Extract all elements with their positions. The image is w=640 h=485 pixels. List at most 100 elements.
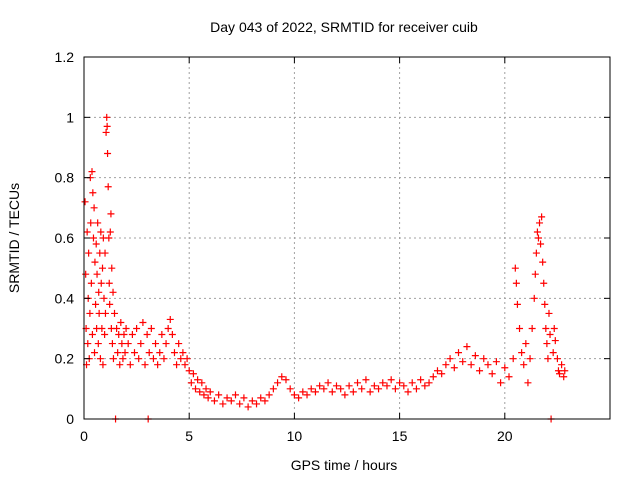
data-point	[549, 349, 557, 357]
y-tick-label: 0.8	[55, 170, 75, 186]
data-point	[192, 385, 200, 393]
data-point	[471, 352, 479, 360]
data-point	[170, 349, 178, 357]
data-point	[194, 376, 202, 384]
data-point	[518, 349, 526, 357]
data-point	[122, 325, 130, 332]
y-tick-label: 0.6	[55, 230, 75, 246]
data-point	[290, 391, 298, 399]
data-point	[87, 279, 95, 287]
x-tick-label: 10	[287, 428, 303, 444]
data-point	[541, 300, 549, 308]
data-point	[550, 325, 558, 332]
data-point	[89, 234, 97, 242]
data-point	[206, 388, 214, 396]
data-point	[421, 382, 429, 390]
data-point	[513, 300, 521, 308]
data-point	[383, 382, 391, 390]
data-point	[417, 376, 425, 384]
data-point	[88, 168, 96, 176]
data-point	[553, 355, 561, 363]
data-point	[542, 325, 550, 332]
data-point	[100, 294, 108, 302]
data-point	[509, 355, 517, 363]
data-point	[425, 379, 433, 387]
data-point	[236, 400, 244, 408]
data-point	[358, 385, 366, 393]
data-point	[215, 391, 223, 399]
data-point	[274, 379, 282, 387]
data-point	[130, 349, 138, 357]
data-point	[101, 331, 109, 339]
data-point	[98, 325, 106, 332]
data-point	[459, 358, 467, 366]
data-point	[362, 376, 370, 384]
data-point	[158, 331, 166, 339]
data-point	[185, 367, 193, 375]
data-point	[366, 388, 374, 396]
data-point	[408, 379, 416, 387]
data-point	[189, 370, 197, 378]
data-point	[198, 379, 206, 387]
data-point	[108, 340, 116, 348]
data-point	[145, 349, 153, 357]
data-point	[261, 397, 269, 405]
data-point	[516, 325, 524, 332]
data-point	[97, 228, 105, 236]
data-point	[90, 204, 98, 212]
data-point	[124, 340, 132, 348]
y-axis-label: SRMTID / TECUs	[6, 183, 22, 293]
data-point	[128, 331, 136, 339]
x-tick-label: 5	[185, 428, 193, 444]
y-tick-label: 0.2	[55, 351, 75, 367]
data-point	[543, 340, 551, 348]
data-point	[248, 397, 256, 405]
data-point	[103, 122, 111, 130]
data-point	[511, 264, 519, 272]
data-point	[200, 391, 208, 399]
data-point	[480, 355, 488, 363]
data-point	[438, 370, 446, 378]
data-point	[175, 340, 183, 348]
data-point	[497, 379, 505, 387]
x-tick-label: 0	[80, 428, 88, 444]
data-point	[154, 361, 162, 369]
data-point	[530, 294, 538, 302]
data-point	[187, 379, 195, 387]
data-point	[303, 391, 311, 399]
data-point	[311, 388, 319, 396]
data-point	[404, 388, 412, 396]
data-point	[166, 315, 174, 323]
data-point	[86, 309, 94, 317]
data-point	[117, 318, 125, 326]
data-point	[341, 391, 349, 399]
data-point	[160, 355, 168, 363]
data-point	[396, 379, 404, 387]
data-point	[114, 349, 122, 357]
data-point	[320, 385, 328, 393]
data-point	[103, 113, 111, 121]
data-point	[223, 394, 231, 402]
data-point	[526, 355, 534, 363]
x-tick-label: 20	[497, 428, 513, 444]
data-point	[202, 385, 210, 393]
data-point	[99, 361, 107, 369]
data-point	[546, 331, 554, 339]
data-point	[113, 325, 121, 332]
data-point	[537, 240, 545, 248]
data-point	[524, 379, 532, 387]
data-point	[492, 358, 500, 366]
data-point	[181, 361, 189, 369]
data-point	[156, 349, 164, 357]
data-point	[83, 228, 91, 236]
data-point	[99, 264, 107, 272]
data-point	[536, 219, 544, 227]
data-point	[219, 400, 227, 408]
data-point	[324, 379, 332, 387]
data-point	[91, 349, 99, 357]
data-point	[476, 367, 484, 375]
data-point	[231, 391, 239, 399]
data-point	[391, 385, 399, 393]
